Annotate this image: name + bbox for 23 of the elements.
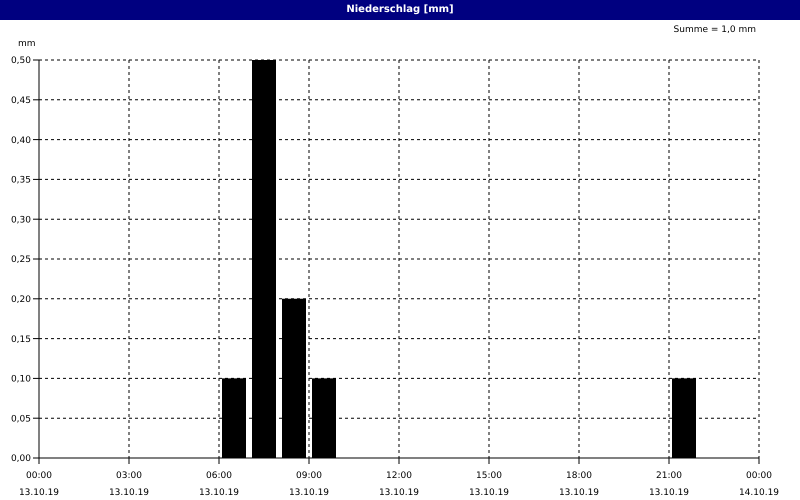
y-tick-label: 0,00 xyxy=(10,454,32,464)
y-axis-title: mm xyxy=(18,39,36,49)
x-tick-label: 15:00 13.10.19 xyxy=(468,471,510,498)
y-tick-label: 0,45 xyxy=(10,96,31,106)
chart-title: Niederschlag [mm] xyxy=(0,0,800,20)
x-tick-label: 06:00 13.10.19 xyxy=(198,471,240,498)
x-tick-label: 12:00 13.10.19 xyxy=(378,471,420,498)
x-tick-label: 18:00 13.10.19 xyxy=(558,471,600,498)
y-tick-label: 0,05 xyxy=(10,414,31,424)
x-tick-label: 00:00 13.10.19 xyxy=(18,471,60,498)
y-tick-label: 0,10 xyxy=(10,374,32,385)
y-tick-label: 0,50 xyxy=(10,56,32,66)
x-tick-label: 03:00 13.10.19 xyxy=(108,471,150,498)
y-tick-label: 0,40 xyxy=(10,136,32,146)
text: Summe = 1,0 mm xyxy=(674,25,756,35)
y-tick-label: 0,20 xyxy=(10,294,32,305)
y-tick-label: 0,35 xyxy=(10,176,31,186)
y-tick-label: 0,15 xyxy=(10,334,31,345)
x-tick-label: 00:00 14.10.19 xyxy=(738,471,780,498)
x-tick-label: 21:00 13.10.19 xyxy=(648,471,690,498)
y-tick-label: 0,30 xyxy=(10,215,32,226)
x-tick-label: 09:00 13.10.19 xyxy=(288,471,330,498)
y-tick-label: 0,25 xyxy=(10,255,31,266)
